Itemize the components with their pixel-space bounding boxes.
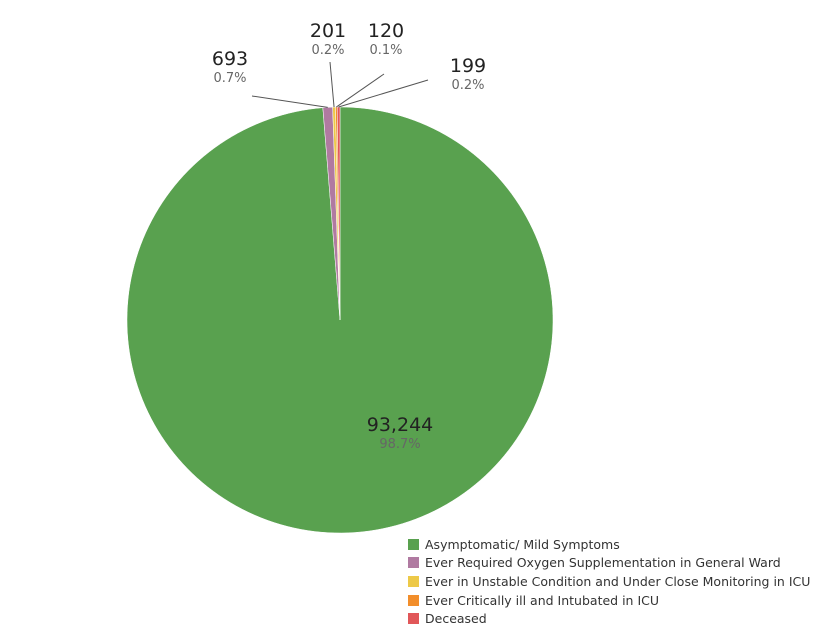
legend-label: Asymptomatic/ Mild Symptoms — [425, 536, 620, 552]
percent-label: 0.7% — [213, 70, 247, 86]
percent-label: 0.1% — [369, 42, 403, 58]
slice-label-intubated-icu: 120 0.1% — [368, 20, 404, 58]
leader-line — [251, 95, 328, 108]
legend-swatch — [408, 613, 419, 625]
legend: Asymptomatic/ Mild Symptoms Ever Require… — [408, 535, 810, 628]
legend-label: Ever in Unstable Condition and Under Clo… — [425, 573, 811, 589]
slice-label-oxygen: 693 0.7% — [212, 48, 248, 86]
legend-swatch — [408, 575, 419, 587]
leader-line — [336, 73, 385, 108]
percent-label: 98.7% — [379, 436, 421, 452]
legend-item[interactable]: Ever in Unstable Condition and Under Clo… — [408, 572, 810, 591]
leader-line — [329, 61, 335, 108]
legend-label: Deceased — [425, 611, 487, 627]
legend-swatch — [408, 594, 419, 606]
value-label: 201 — [309, 20, 347, 42]
leader-line — [338, 79, 429, 108]
percent-label: 0.2% — [451, 77, 485, 93]
value-label: 693 — [211, 48, 249, 70]
slice-label-asymptomatic: 93,244 98.7% — [367, 414, 433, 452]
legend-label: Ever Critically ill and Intubated in ICU — [425, 592, 660, 608]
legend-item[interactable]: Ever Critically ill and Intubated in ICU — [408, 591, 810, 610]
value-label: 199 — [449, 55, 487, 77]
percent-label: 0.2% — [311, 42, 345, 58]
legend-item[interactable]: Ever Required Oxygen Supplementation in … — [408, 554, 810, 573]
legend-item[interactable]: Asymptomatic/ Mild Symptoms — [408, 535, 810, 554]
legend-item[interactable]: Deceased — [408, 609, 810, 628]
legend-swatch — [408, 538, 419, 550]
value-label: 93,244 — [366, 414, 434, 436]
slice-label-deceased: 199 0.2% — [450, 55, 486, 93]
slice-label-unstable-icu: 201 0.2% — [310, 20, 346, 58]
value-label: 120 — [367, 20, 405, 42]
legend-swatch — [408, 557, 419, 569]
legend-label: Ever Required Oxygen Supplementation in … — [425, 555, 781, 571]
